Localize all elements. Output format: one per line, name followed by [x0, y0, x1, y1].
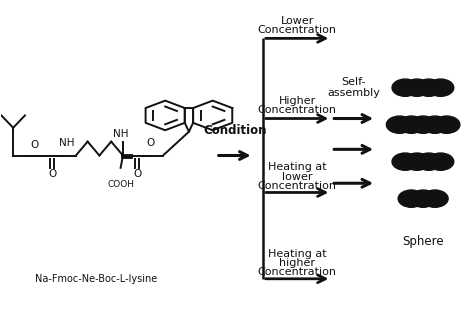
Text: Concentration: Concentration — [257, 25, 337, 35]
Text: Lower: Lower — [281, 16, 314, 26]
Text: Condition: Condition — [203, 124, 266, 137]
Text: lower: lower — [282, 172, 312, 182]
Text: higher: higher — [279, 258, 315, 268]
Text: O: O — [48, 169, 56, 179]
Circle shape — [422, 116, 448, 133]
Text: O: O — [30, 140, 38, 150]
Circle shape — [392, 79, 419, 96]
Circle shape — [404, 79, 430, 96]
Circle shape — [428, 79, 454, 96]
Circle shape — [398, 190, 425, 207]
Text: Concentration: Concentration — [257, 105, 337, 115]
Text: COOH: COOH — [107, 180, 134, 189]
Circle shape — [416, 79, 442, 96]
Circle shape — [404, 153, 430, 170]
Circle shape — [416, 153, 442, 170]
Circle shape — [410, 190, 437, 207]
Text: O: O — [133, 169, 141, 179]
Circle shape — [428, 153, 454, 170]
Text: Concentration: Concentration — [257, 267, 337, 277]
Text: Heating at: Heating at — [268, 249, 327, 259]
Text: NH: NH — [113, 129, 128, 139]
Text: NH: NH — [59, 138, 74, 148]
Circle shape — [386, 116, 413, 133]
Circle shape — [422, 190, 448, 207]
Text: Higher: Higher — [278, 96, 316, 106]
Text: Sphere: Sphere — [402, 235, 444, 248]
Text: O: O — [146, 138, 155, 148]
Circle shape — [434, 116, 460, 133]
Circle shape — [392, 153, 419, 170]
Text: Self-
assembly: Self- assembly — [328, 77, 380, 99]
Circle shape — [410, 116, 437, 133]
Text: Concentration: Concentration — [257, 181, 337, 191]
Circle shape — [398, 116, 425, 133]
Text: Heating at: Heating at — [268, 162, 327, 173]
Text: Na-Fmoc-Ne-Boc-L-lysine: Na-Fmoc-Ne-Boc-L-lysine — [35, 274, 157, 284]
